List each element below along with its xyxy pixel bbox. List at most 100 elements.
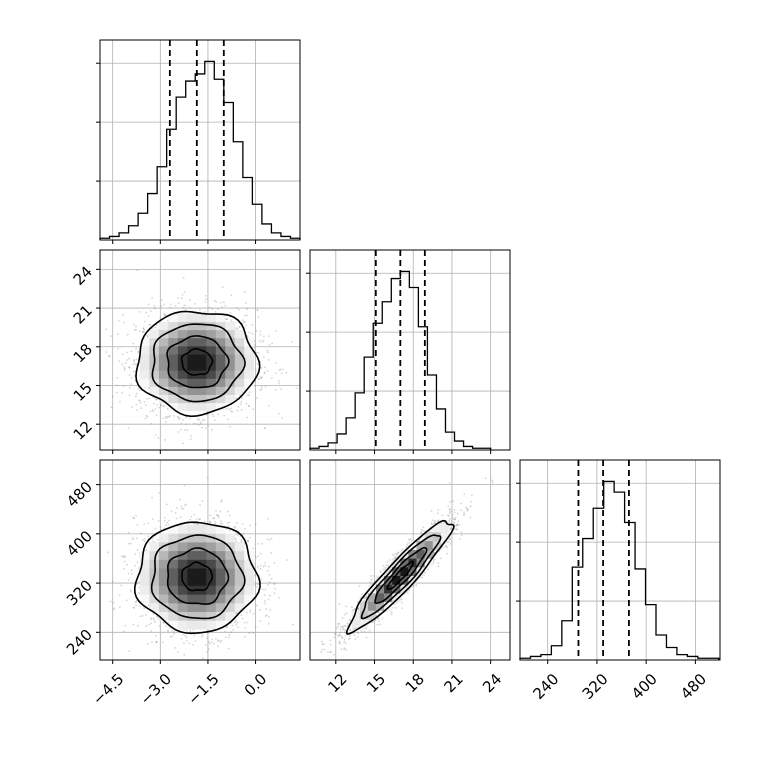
joint-0-point (149, 323, 152, 326)
joint-1-density-cell (196, 620, 207, 630)
joint-1-point (124, 556, 127, 559)
joint-1-point (228, 514, 231, 517)
joint-0-point (142, 330, 145, 333)
joint-1-point (153, 618, 156, 621)
joint-0-density-cell (215, 394, 226, 404)
joint-0-point (177, 302, 180, 304)
joint-1-point (259, 608, 262, 611)
joint-0-density-cell (177, 402, 188, 412)
joint-1-contour-0 (181, 561, 213, 592)
joint-0-density-cell (158, 378, 169, 387)
joint-1-point (157, 519, 160, 522)
joint-0-density-cell (215, 362, 226, 371)
joint-0-density-cell (206, 378, 217, 387)
joint-0-point (240, 408, 243, 411)
joint-0-point (133, 329, 136, 331)
joint-0-point (246, 416, 249, 419)
joint-0-point (184, 309, 187, 311)
joint-1-point (129, 542, 132, 545)
joint-0-point (280, 388, 282, 390)
joint-0-point (118, 360, 121, 363)
joint-1-density-cell (168, 568, 179, 578)
joint-0-point (143, 331, 145, 334)
joint-1-point (126, 563, 128, 566)
joint-0-density-cell (158, 362, 169, 371)
joint-1-point (139, 615, 142, 618)
joint-0-point (128, 394, 131, 397)
joint-0-point (229, 425, 232, 428)
joint-0-point (279, 368, 282, 371)
joint-1-point (189, 630, 192, 632)
joint-1-point (202, 657, 204, 660)
joint-0-point (200, 423, 203, 425)
joint-1-point (249, 611, 251, 613)
joint-0-point (115, 391, 118, 394)
joint-1-density-cell (215, 524, 226, 534)
joint-1-density-cell (206, 542, 217, 552)
joint-1-point (136, 549, 139, 552)
joint-1-point (255, 604, 258, 607)
joint-1-point (255, 585, 258, 588)
joint-1-point (254, 574, 257, 577)
joint-0-point (260, 388, 263, 391)
joint-1-point (224, 636, 227, 639)
joint-0-point (130, 350, 133, 353)
joint-0-density-cell (168, 321, 179, 331)
joint-1-point (123, 560, 126, 563)
joint-1-point (183, 653, 186, 656)
joint-1-density-cell (177, 533, 188, 543)
joint-1-point (123, 554, 126, 557)
joint-1-density-cell (234, 568, 245, 578)
joint-1-density-cell (149, 542, 160, 552)
joint-1-point (204, 644, 207, 646)
joint-0-point (143, 401, 146, 403)
joint-1-density-cell (168, 576, 179, 586)
joint-0-point (291, 340, 293, 343)
joint-0-density-cell (168, 394, 179, 404)
joint-0-point (125, 361, 127, 364)
joint-1-density-cell (215, 611, 226, 621)
hist-1-frame (309, 249, 511, 451)
joint-1-point (134, 564, 136, 567)
joint-1-point (205, 637, 208, 640)
joint-1-point (175, 517, 178, 520)
joint-1-point (254, 523, 257, 526)
joint-0-density-cell (187, 329, 198, 339)
joint-1-point (252, 547, 255, 550)
joint-0-point (285, 371, 288, 374)
joint-1-point (171, 629, 174, 632)
joint-0-point (199, 421, 202, 424)
joint-1-point (257, 555, 259, 558)
joint-1-point (254, 625, 257, 628)
joint-0-point (192, 422, 195, 425)
joint-0-density-cell (225, 329, 236, 339)
joint-0-point (255, 351, 258, 354)
joint-0-point (135, 325, 137, 328)
joint-0-point (111, 395, 114, 398)
joint-1-point (109, 600, 112, 603)
joint-2-point (365, 595, 368, 598)
joint-0-point (155, 398, 158, 401)
joint-0-point (185, 423, 187, 426)
joint-0-point (271, 342, 274, 345)
joint-0-point (108, 355, 111, 357)
joint-0-point (130, 376, 133, 379)
joint-0-point (221, 286, 224, 289)
joint-1-point (278, 596, 280, 599)
joint-0-point (259, 330, 262, 333)
joint-1-point (169, 636, 172, 638)
joint-1-point (144, 537, 146, 540)
joint-1-density-cell (158, 585, 169, 595)
joint-0-point (259, 333, 262, 336)
joint-0-point (231, 410, 234, 413)
joint-0-density-cell (215, 313, 226, 323)
joint-0-point (135, 347, 138, 350)
joint-1-point (259, 564, 262, 567)
joint-1-density-cell (168, 542, 179, 552)
joint-0-point (240, 403, 242, 406)
joint-0-density-cell (158, 354, 169, 363)
joint-1-point (138, 567, 140, 570)
joint-1-density-cell (139, 576, 150, 586)
joint-0-point (277, 380, 280, 382)
hist-0-steps (99, 60, 301, 240)
